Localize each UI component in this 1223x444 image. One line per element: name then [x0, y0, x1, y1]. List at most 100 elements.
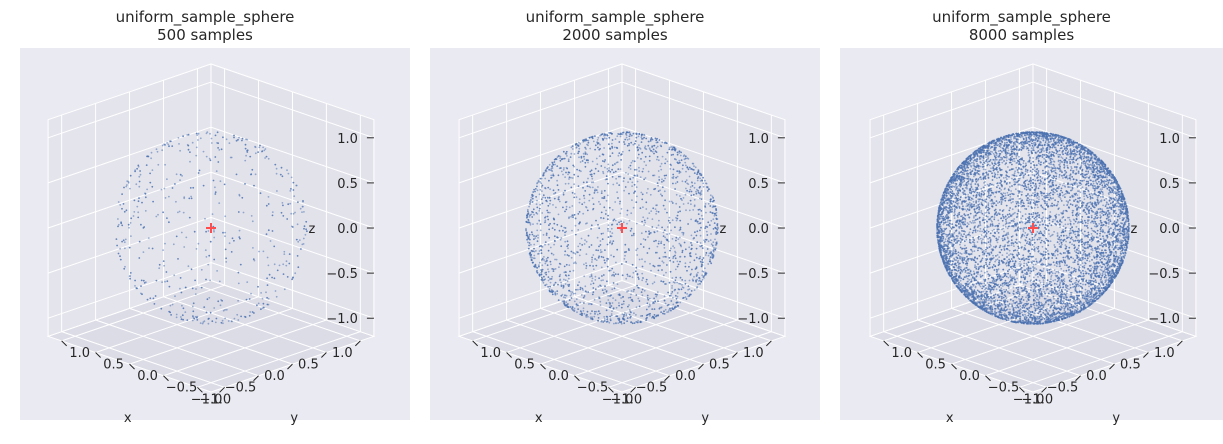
- sample-point: [143, 226, 146, 228]
- sample-point: [564, 250, 567, 253]
- sample-point: [663, 295, 666, 298]
- sample-point: [669, 168, 672, 170]
- x-tick-label: −1.0: [611, 392, 643, 407]
- sample-point: [565, 294, 568, 297]
- sample-point: [204, 217, 206, 220]
- sample-point: [701, 247, 704, 250]
- sample-point: [968, 201, 971, 204]
- sample-point: [250, 215, 253, 217]
- sample-point: [614, 163, 616, 165]
- sample-point: [667, 311, 670, 313]
- sample-point: [117, 218, 119, 220]
- sample-point: [635, 133, 638, 136]
- sample-point: [994, 260, 996, 263]
- sample-point: [549, 202, 551, 205]
- sample-point: [694, 231, 696, 234]
- sample-point: [656, 145, 659, 148]
- sample-point: [636, 284, 638, 287]
- sample-point: [973, 205, 976, 208]
- sample-point: [560, 225, 563, 228]
- sample-point: [586, 314, 589, 316]
- sample-point: [612, 255, 615, 258]
- sample-point: [965, 236, 967, 239]
- sample-point: [1069, 284, 1072, 286]
- sample-point: [1004, 199, 1007, 202]
- sample-point: [664, 236, 666, 239]
- sample-point: [647, 170, 650, 173]
- sample-point: [983, 299, 986, 301]
- sample-point: [700, 174, 703, 176]
- sample-point: [550, 278, 553, 280]
- sample-point: [123, 241, 126, 244]
- sample-point: [704, 267, 706, 270]
- sample-point: [644, 238, 647, 241]
- z-axis-label: z: [720, 222, 727, 237]
- sample-point: [623, 258, 626, 260]
- sample-point: [664, 141, 667, 144]
- sample-point: [599, 304, 602, 306]
- sample-point: [599, 249, 602, 251]
- sample-point: [614, 170, 617, 173]
- sample-point: [1027, 202, 1030, 205]
- sample-point: [607, 218, 609, 221]
- sample-point: [682, 155, 685, 158]
- sample-point: [645, 148, 648, 151]
- sample-point: [587, 291, 590, 293]
- sample-point: [609, 269, 612, 272]
- sample-point: [1069, 169, 1072, 172]
- sample-point: [591, 277, 594, 280]
- sample-point: [1035, 185, 1037, 188]
- sample-point: [1082, 269, 1084, 272]
- sample-point: [558, 266, 560, 269]
- sample-point: [248, 298, 251, 300]
- sample-point: [599, 244, 602, 246]
- sample-point: [1069, 227, 1072, 230]
- sample-point: [551, 275, 553, 278]
- sample-point: [177, 258, 179, 260]
- sample-point: [680, 159, 683, 162]
- sample-point: [217, 147, 220, 149]
- sample-point: [710, 219, 713, 222]
- sample-point: [251, 220, 254, 223]
- sample-point: [274, 290, 277, 292]
- sample-point: [970, 222, 973, 224]
- sample-point: [552, 268, 555, 271]
- sample-point: [1004, 142, 1006, 144]
- sample-point: [547, 211, 549, 214]
- sample-point: [589, 302, 592, 305]
- sample-point: [577, 175, 579, 178]
- sample-point: [1096, 232, 1099, 235]
- sample-point: [587, 177, 589, 180]
- sample-point: [179, 179, 181, 182]
- sample-point: [145, 164, 148, 167]
- sample-point: [692, 209, 695, 211]
- sample-point: [604, 213, 607, 215]
- sample-point: [195, 146, 198, 149]
- sample-point: [1008, 152, 1011, 155]
- sample-point: [1015, 238, 1018, 241]
- sample-point: [1084, 293, 1087, 296]
- sample-point: [687, 168, 690, 171]
- sample-point: [632, 143, 635, 146]
- sample-point: [169, 304, 172, 307]
- sample-point: [191, 319, 194, 322]
- sample-point: [552, 270, 555, 272]
- sample-point: [657, 242, 660, 245]
- sample-point: [163, 264, 166, 267]
- sample-point: [705, 252, 708, 254]
- sample-point: [1082, 258, 1084, 260]
- sample-point: [1055, 213, 1058, 216]
- sample-point: [657, 300, 659, 303]
- sample-point: [1098, 248, 1101, 250]
- sample-point: [1048, 219, 1051, 222]
- sample-point: [531, 193, 534, 196]
- sample-point: [144, 210, 147, 212]
- sample-point: [645, 308, 648, 311]
- sample-point: [212, 179, 215, 182]
- sample-point: [671, 219, 674, 222]
- sample-point: [1016, 154, 1018, 156]
- sample-point: [685, 187, 687, 190]
- sample-point: [712, 228, 715, 230]
- sample-point: [547, 276, 550, 278]
- sample-point: [283, 288, 286, 291]
